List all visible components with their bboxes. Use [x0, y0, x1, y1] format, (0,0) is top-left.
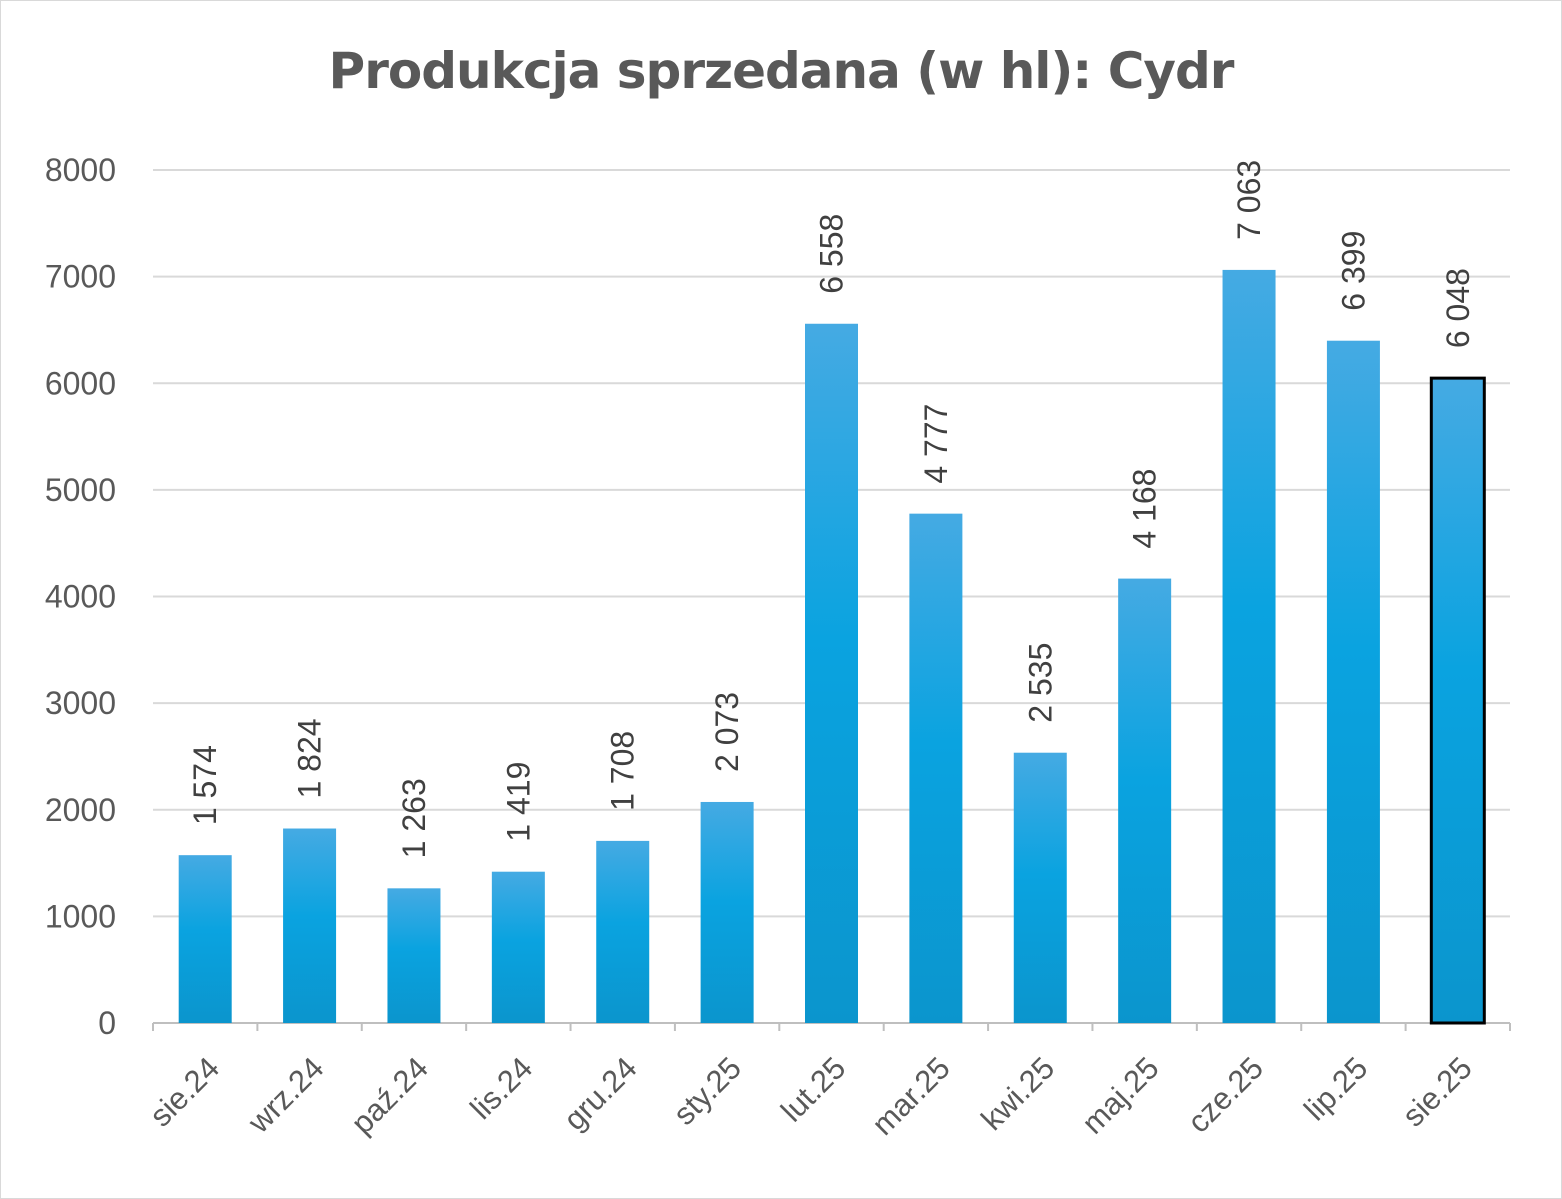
data-label: 6 558 — [814, 214, 850, 294]
x-tick-label: sie.25 — [1396, 1050, 1479, 1133]
data-label: 2 073 — [709, 692, 745, 772]
x-tick-label: kwi.25 — [974, 1050, 1061, 1137]
y-tick-label: 5000 — [45, 472, 116, 508]
data-label: 7 063 — [1231, 160, 1267, 240]
x-tick-label: wrz.24 — [241, 1050, 331, 1140]
y-tick-label: 3000 — [45, 685, 116, 721]
y-tick-label: 8000 — [45, 152, 116, 188]
bar — [491, 871, 545, 1023]
bar — [909, 513, 963, 1023]
x-tick-label: mar.25 — [865, 1050, 957, 1142]
bar — [283, 828, 337, 1023]
x-tick-label: gru.24 — [557, 1050, 644, 1137]
y-tick-label: 6000 — [45, 365, 116, 401]
x-tick-label: cze.25 — [1181, 1050, 1270, 1139]
bars — [178, 269, 1486, 1025]
x-tick-label: lip.25 — [1297, 1050, 1374, 1127]
data-label: 6 048 — [1440, 268, 1476, 348]
data-label: 2 535 — [1022, 643, 1058, 723]
bar — [1118, 578, 1172, 1023]
data-label: 1 263 — [396, 778, 432, 858]
y-axis-tick-labels: 0 1000 2000 3000 4000 5000 6000 7000 8000 — [45, 152, 116, 1041]
bar — [700, 801, 754, 1023]
bar — [387, 888, 441, 1023]
y-tick-label: 2000 — [45, 792, 116, 828]
y-tick-label: 7000 — [45, 259, 116, 295]
x-tick-label: lut.25 — [774, 1050, 852, 1128]
data-label: 1 708 — [605, 731, 641, 811]
data-label: 1 574 — [187, 745, 223, 825]
bar — [1429, 376, 1486, 1025]
y-tick-label: 1000 — [45, 898, 116, 934]
bar — [178, 855, 232, 1023]
x-tick-label: sie.24 — [143, 1050, 226, 1133]
x-tick-label: maj.25 — [1075, 1050, 1166, 1141]
bar — [1222, 269, 1276, 1024]
bar — [805, 323, 858, 1023]
data-label: 4 777 — [918, 404, 954, 484]
bar — [596, 840, 650, 1023]
data-label: 4 168 — [1127, 469, 1163, 549]
y-tick-label: 4000 — [45, 579, 116, 615]
x-tick-label: paź.24 — [344, 1050, 435, 1141]
y-tick-label: 0 — [98, 1005, 116, 1041]
x-tick-label: lis.24 — [463, 1050, 539, 1126]
x-tick-label: sty.25 — [666, 1050, 748, 1132]
chart-title: Produkcja sprzedana (w hl): Cydr — [328, 42, 1235, 100]
x-axis — [152, 1022, 1511, 1031]
data-label: 1 419 — [500, 762, 536, 842]
bar — [1326, 340, 1380, 1023]
data-label: 1 824 — [292, 718, 328, 798]
data-label: 6 399 — [1335, 231, 1371, 311]
x-axis-tick-labels: sie.24 wrz.24 paź.24 lis.24 gru.24 sty.25 lut.… — [143, 1050, 1479, 1142]
data-labels: 1 574 1 824 1 263 1 419 1 708 2 073 6 558 4 777… — [187, 160, 1476, 859]
bar — [1013, 752, 1067, 1023]
